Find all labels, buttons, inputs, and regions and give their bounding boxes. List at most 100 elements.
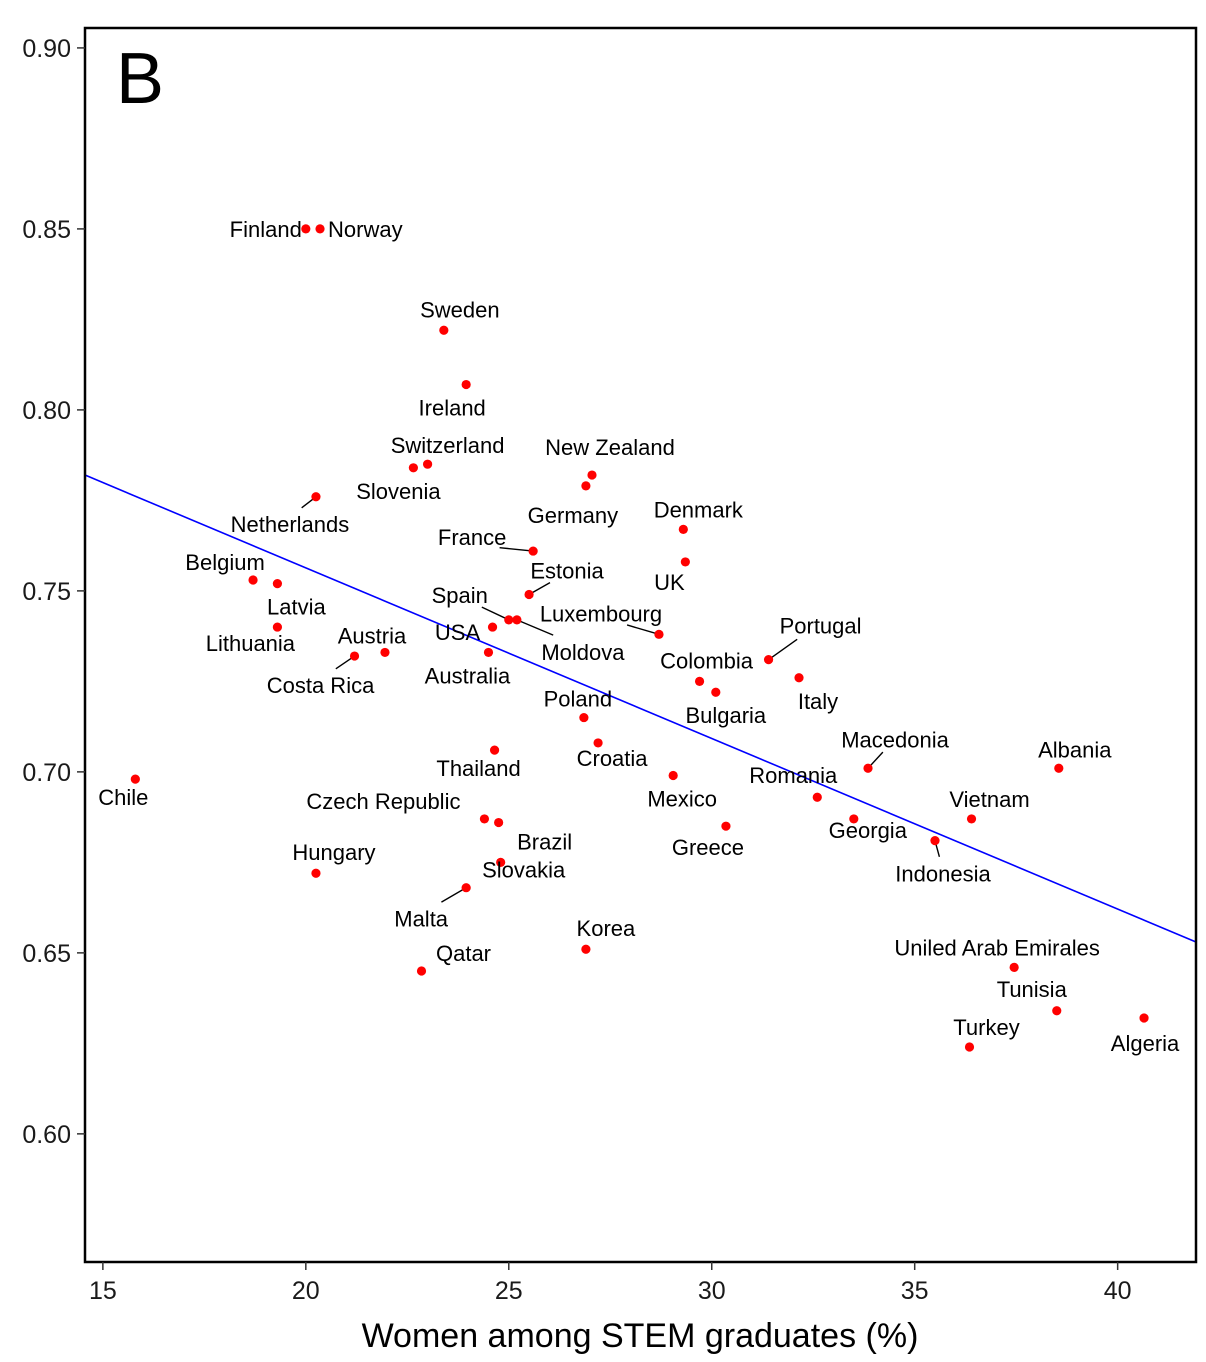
data-point-norway xyxy=(315,224,325,234)
point-label: Latvia xyxy=(267,595,326,620)
point-label: Thailand xyxy=(436,756,520,781)
point-label: New Zealand xyxy=(545,435,675,460)
data-point-united-arab-emirales xyxy=(1009,962,1019,972)
leader-line xyxy=(768,638,798,661)
data-point-denmark xyxy=(678,524,688,534)
data-point-switzerland xyxy=(422,459,433,469)
data-point-australia xyxy=(483,647,494,658)
data-point-slovakia xyxy=(496,857,506,867)
point-label: Turkey xyxy=(953,1015,1019,1040)
data-point-georgia xyxy=(849,814,859,824)
y-tick-label: 0.90 xyxy=(22,35,71,63)
data-point-uk xyxy=(680,557,690,567)
x-axis: 15 20 25 30 35 40 xyxy=(89,1262,1132,1305)
point-label: Germany xyxy=(528,503,618,528)
point-label: Austria xyxy=(338,623,407,648)
data-point-netherlands xyxy=(311,492,321,502)
x-tick-label: 30 xyxy=(698,1277,726,1305)
data-point-thailand xyxy=(489,745,500,755)
y-tick-label: 0.60 xyxy=(22,1121,71,1149)
data-point-romania xyxy=(812,792,822,802)
point-label: Australia xyxy=(425,663,511,688)
data-point-albania xyxy=(1054,763,1064,773)
data-point-usa xyxy=(487,622,498,632)
data-point-poland xyxy=(579,712,589,723)
data-point-bulgaria xyxy=(711,687,721,697)
data-point-czech-republic xyxy=(479,814,490,824)
point-label: UK xyxy=(654,570,685,595)
data-point-colombia xyxy=(694,676,705,686)
data-point-france xyxy=(528,546,538,556)
data-point-algeria xyxy=(1139,1013,1149,1023)
regression-layer xyxy=(84,474,1197,943)
data-points xyxy=(130,224,1149,1052)
point-label: Slovakia xyxy=(482,857,566,882)
point-label: Netherlands xyxy=(231,512,350,537)
panel-label: B xyxy=(116,39,164,119)
point-label: France xyxy=(438,525,506,550)
point-label: Algeria xyxy=(1111,1031,1180,1056)
point-label: Korea xyxy=(577,916,636,941)
plot-frame xyxy=(83,26,1198,1264)
point-label: Norway xyxy=(328,217,403,242)
point-label: Costa Rica xyxy=(267,673,375,698)
point-label: Georgia xyxy=(829,818,908,843)
point-label: Italy xyxy=(798,689,838,714)
data-point-new-zealand xyxy=(587,470,597,480)
point-label: Chile xyxy=(98,785,148,810)
leader-line xyxy=(626,624,660,635)
point-label: Moldova xyxy=(541,640,625,665)
data-point-qatar xyxy=(416,966,427,976)
point-label: Albania xyxy=(1038,737,1112,762)
point-label: Malta xyxy=(394,907,449,932)
data-point-italy xyxy=(794,673,804,683)
data-point-hungary xyxy=(311,868,321,878)
data-point-austria xyxy=(380,647,390,658)
x-tick-label: 15 xyxy=(89,1277,117,1305)
point-label: Switzerland xyxy=(391,433,505,458)
point-label: Romania xyxy=(749,763,838,788)
point-label: Portugal xyxy=(780,614,862,639)
data-point-croatia xyxy=(593,738,603,748)
data-point-turkey xyxy=(964,1042,975,1052)
data-point-tunisia xyxy=(1052,1006,1062,1016)
data-point-ireland xyxy=(461,379,471,390)
point-label: Spain xyxy=(432,583,488,608)
point-label: Slovenia xyxy=(356,479,441,504)
point-label: Ireland xyxy=(419,396,486,421)
point-label: Belgium xyxy=(185,550,264,575)
point-label: Estonia xyxy=(530,559,604,584)
data-point-belgium xyxy=(248,575,258,585)
data-point-macedonia xyxy=(863,763,873,773)
y-tick-label: 0.70 xyxy=(22,759,71,787)
data-point-korea xyxy=(581,944,591,954)
x-tick-label: 25 xyxy=(495,1277,523,1305)
point-label: Bulgaria xyxy=(685,703,766,728)
point-label: Lithuania xyxy=(206,631,296,656)
leader-line xyxy=(499,546,534,552)
data-point-moldova xyxy=(512,615,522,625)
data-point-germany xyxy=(581,481,591,491)
data-point-costa-rica xyxy=(349,651,360,661)
data-point-sweden xyxy=(439,325,449,335)
point-label: Finland xyxy=(230,217,302,242)
point-label: Denmark xyxy=(654,497,744,522)
y-tick-label: 0.80 xyxy=(22,397,71,425)
x-axis-title: Women among STEM graduates (%) xyxy=(362,1317,919,1355)
data-point-chile xyxy=(130,774,140,784)
data-point-estonia xyxy=(524,589,534,600)
data-point-portugal xyxy=(763,655,774,665)
data-point-latvia xyxy=(272,579,283,589)
leader-line xyxy=(516,619,554,636)
point-label: Mexico xyxy=(647,786,717,811)
point-label: Qatar xyxy=(436,941,491,966)
data-point-slovenia xyxy=(408,463,418,473)
data-point-luxembourg xyxy=(654,629,664,639)
point-label: Poland xyxy=(544,687,613,712)
point-labels: Finland Norway Sweden Ireland Switzerland Slo… xyxy=(98,217,1180,1056)
point-label: Uniled Arab Emirales xyxy=(894,935,1099,960)
point-label: Croatia xyxy=(577,746,649,771)
data-point-greece xyxy=(721,821,731,831)
point-label: Hungary xyxy=(292,840,375,865)
